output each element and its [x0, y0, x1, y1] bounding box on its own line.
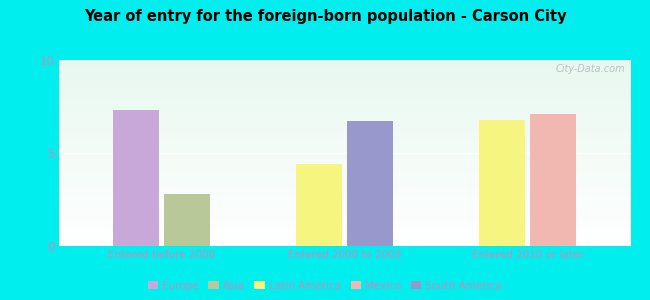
- Bar: [530, 114, 576, 246]
- Text: Year of entry for the foreign-born population - Carson City: Year of entry for the foreign-born popul…: [84, 9, 566, 24]
- Bar: [347, 122, 393, 246]
- Bar: [113, 110, 159, 246]
- Bar: [296, 164, 342, 246]
- Bar: [479, 119, 525, 246]
- Text: City-Data.com: City-Data.com: [555, 64, 625, 74]
- Legend: Europe, Asia, Latin America, Mexico, South America: Europe, Asia, Latin America, Mexico, Sou…: [144, 277, 506, 295]
- Bar: [164, 194, 210, 246]
